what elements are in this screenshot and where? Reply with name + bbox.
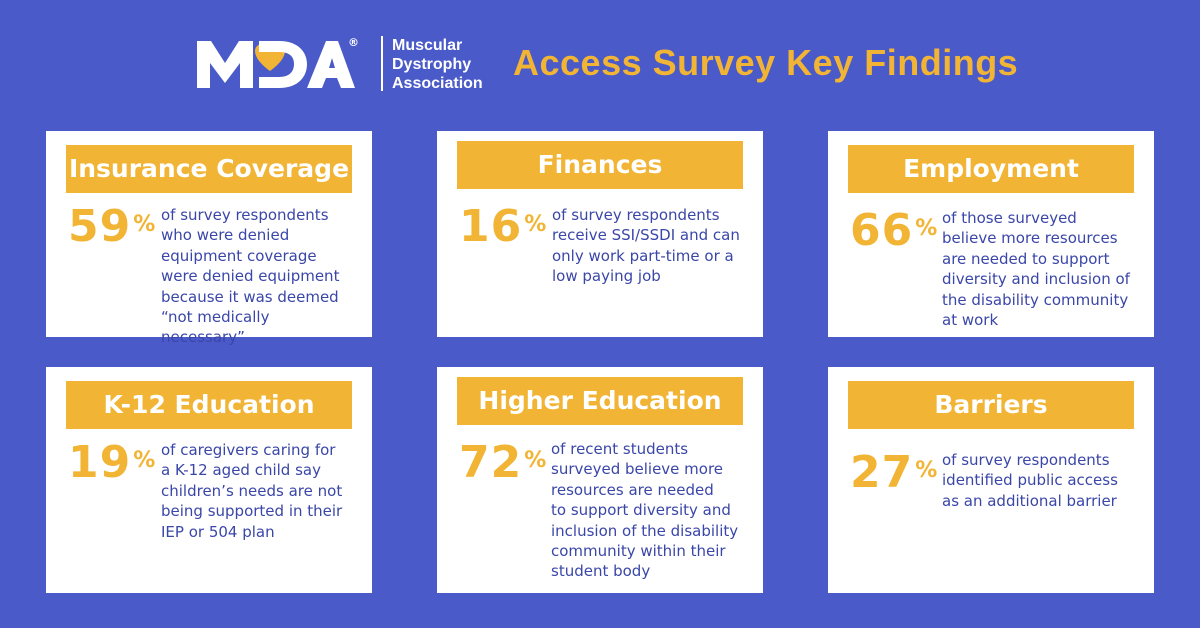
percent-sign: % <box>915 458 939 483</box>
card-barriers: Barriers 27% of survey respondents ident… <box>828 367 1154 593</box>
page-title: Access Survey Key Findings <box>513 42 1019 83</box>
percent-sign: % <box>524 448 548 473</box>
card-percent: 19% <box>68 441 156 485</box>
desc-line: who were denied <box>161 226 290 245</box>
desc-line: because it was deemed <box>161 287 339 306</box>
card-higher-education: Higher Education 72% of recent students … <box>437 367 763 593</box>
desc-line: inclusion of the disability <box>551 521 739 540</box>
desc-line: “not medically necessary” <box>161 308 270 347</box>
desc-line: equipment coverage <box>161 246 317 265</box>
card-percent: 72% <box>459 441 547 485</box>
card-insurance-coverage: Insurance Coverage 59% of survey respond… <box>46 131 372 346</box>
card-k12-education: K-12 Education 19% of caregivers caring … <box>46 367 372 593</box>
organization-name: Muscular Dystrophy Association <box>392 36 483 93</box>
desc-line: student body <box>551 562 651 581</box>
card-description: of survey respondents identified public … <box>942 450 1147 511</box>
desc-line: only work part-time or a <box>552 246 734 265</box>
desc-line: a K-12 aged child say <box>161 461 321 480</box>
desc-line: as an additional barrier <box>942 491 1117 510</box>
header: ® Muscular Dystrophy Association Access … <box>0 0 1200 120</box>
mda-logo-mark <box>197 41 355 88</box>
desc-line: of those surveyed <box>942 209 1077 227</box>
card-percent: 66% <box>850 209 938 253</box>
percent-value: 16 <box>459 201 523 252</box>
card-percent: 59% <box>68 205 156 249</box>
desc-line: of survey respondents <box>161 206 329 224</box>
desc-line: IEP or 504 plan <box>161 522 275 541</box>
desc-line: of survey respondents <box>552 206 720 224</box>
desc-line: the disability community <box>942 290 1129 309</box>
desc-line: community within their <box>551 542 726 561</box>
desc-line: believe more resources <box>942 229 1118 248</box>
desc-line: at work <box>942 311 999 330</box>
registered-mark: ® <box>348 36 359 49</box>
percent-value: 27 <box>850 447 914 498</box>
card-heading: Insurance Coverage <box>66 145 352 193</box>
desc-line: children’s needs are not <box>161 481 343 500</box>
percent-value: 59 <box>68 201 132 252</box>
card-description: of survey respondents who were denied eq… <box>161 205 356 348</box>
card-finances: Finances 16% of survey respondents recei… <box>437 131 763 337</box>
card-heading: K-12 Education <box>66 381 352 429</box>
percent-value: 66 <box>850 205 914 256</box>
card-employment: Employment 66% of those surveyed believe… <box>828 131 1154 337</box>
card-description: of caregivers caring for a K-12 aged chi… <box>161 440 356 542</box>
desc-line: identified public access <box>942 471 1118 490</box>
desc-line: of survey respondents <box>942 451 1110 469</box>
desc-line: surveyed believe more <box>551 460 724 479</box>
card-heading: Higher Education <box>457 377 743 425</box>
card-percent: 16% <box>459 205 547 249</box>
mda-logo <box>195 33 375 93</box>
desc-line: are needed to support <box>942 249 1110 268</box>
org-name-line-2: Dystrophy <box>392 56 472 73</box>
logo-divider <box>381 36 383 91</box>
card-heading: Finances <box>457 141 743 189</box>
percent-sign: % <box>915 216 939 241</box>
percent-value: 19 <box>68 437 132 488</box>
card-heading: Barriers <box>848 381 1134 429</box>
desc-line: being supported in their <box>161 502 343 521</box>
org-name-line-3: Association <box>392 75 483 92</box>
card-percent: 27% <box>850 451 938 495</box>
percent-value: 72 <box>459 437 523 488</box>
desc-line: of recent students <box>551 440 689 458</box>
desc-line: receive SSI/SSDI and can <box>552 226 740 245</box>
org-name-line-1: Muscular <box>392 37 463 54</box>
desc-line: of caregivers caring for <box>161 441 336 459</box>
desc-line: to support diversity and <box>551 501 731 520</box>
desc-line: low paying job <box>552 267 661 286</box>
desc-line: diversity and inclusion of <box>942 270 1130 289</box>
card-heading: Employment <box>848 145 1134 193</box>
card-description: of those surveyed believe more resources… <box>942 208 1147 330</box>
percent-sign: % <box>133 448 157 473</box>
card-description: of recent students surveyed believe more… <box>551 439 756 582</box>
percent-sign: % <box>524 212 548 237</box>
desc-line: were denied equipment <box>161 267 340 286</box>
card-description: of survey respondents receive SSI/SSDI a… <box>552 205 752 287</box>
desc-line: resources are needed <box>551 480 714 499</box>
percent-sign: % <box>133 212 157 237</box>
